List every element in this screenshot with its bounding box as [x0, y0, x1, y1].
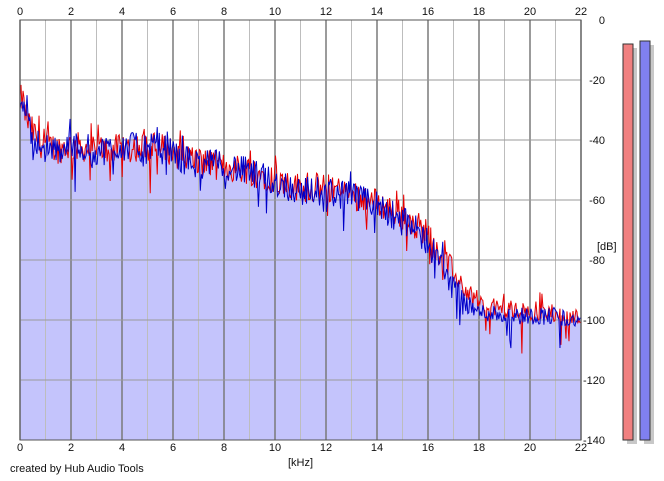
y-tick-label: -80 — [589, 255, 605, 267]
plot-frame — [19, 19, 582, 441]
y-tick-label: -40 — [589, 135, 605, 147]
x-tick-label-bottom: 8 — [221, 442, 227, 454]
x-tick-label-top: 16 — [422, 6, 434, 18]
x-tick-label-bottom: 22 — [575, 442, 587, 454]
x-tick-label-top: 12 — [320, 6, 332, 18]
y-axis-label: [dB] — [597, 241, 617, 253]
x-axis-label: [kHz] — [288, 457, 313, 469]
x-tick-label-bottom: 12 — [320, 442, 332, 454]
x-tick-label-bottom: 10 — [269, 442, 281, 454]
series-left-channel-line — [19, 84, 582, 354]
y-tick-label: -60 — [589, 195, 605, 207]
x-tick-label-top: 22 — [575, 6, 587, 18]
x-tick-label-top: 4 — [119, 6, 125, 18]
x-tick-label-bottom: 18 — [473, 442, 485, 454]
y-tick-label: -100 — [583, 315, 605, 327]
x-tick-label-top: 6 — [170, 6, 176, 18]
x-tick-label-bottom: 2 — [68, 442, 74, 454]
x-tick-label-bottom: 20 — [524, 442, 536, 454]
spectrum-lines-layer — [19, 84, 582, 354]
credit-text: created by Hub Audio Tools — [10, 463, 144, 475]
x-tick-label-top: 8 — [221, 6, 227, 18]
x-tick-label-top: 20 — [524, 6, 536, 18]
x-tick-label-bottom: 16 — [422, 442, 434, 454]
x-tick-label-top: 18 — [473, 6, 485, 18]
x-tick-label-bottom: 14 — [371, 442, 383, 454]
x-tick-label-top: 14 — [371, 6, 383, 18]
series-right-channel-line — [19, 95, 582, 349]
meter-right-bar — [639, 40, 651, 441]
y-tick-label: 0 — [599, 15, 605, 27]
x-tick-label-top: 0 — [17, 6, 23, 18]
y-tick-label: -120 — [583, 375, 605, 387]
axes-layer: 002244668810101212141416161818202022220-… — [17, 6, 617, 469]
y-tick-label: -20 — [589, 75, 605, 87]
meter-left-bar — [622, 43, 634, 441]
x-tick-label-bottom: 0 — [17, 442, 23, 454]
y-tick-label: -140 — [583, 435, 605, 447]
x-tick-label-top: 10 — [269, 6, 281, 18]
x-tick-label-top: 2 — [68, 6, 74, 18]
level-meter — [622, 40, 654, 444]
x-tick-label-bottom: 6 — [170, 442, 176, 454]
x-tick-label-bottom: 4 — [119, 442, 125, 454]
